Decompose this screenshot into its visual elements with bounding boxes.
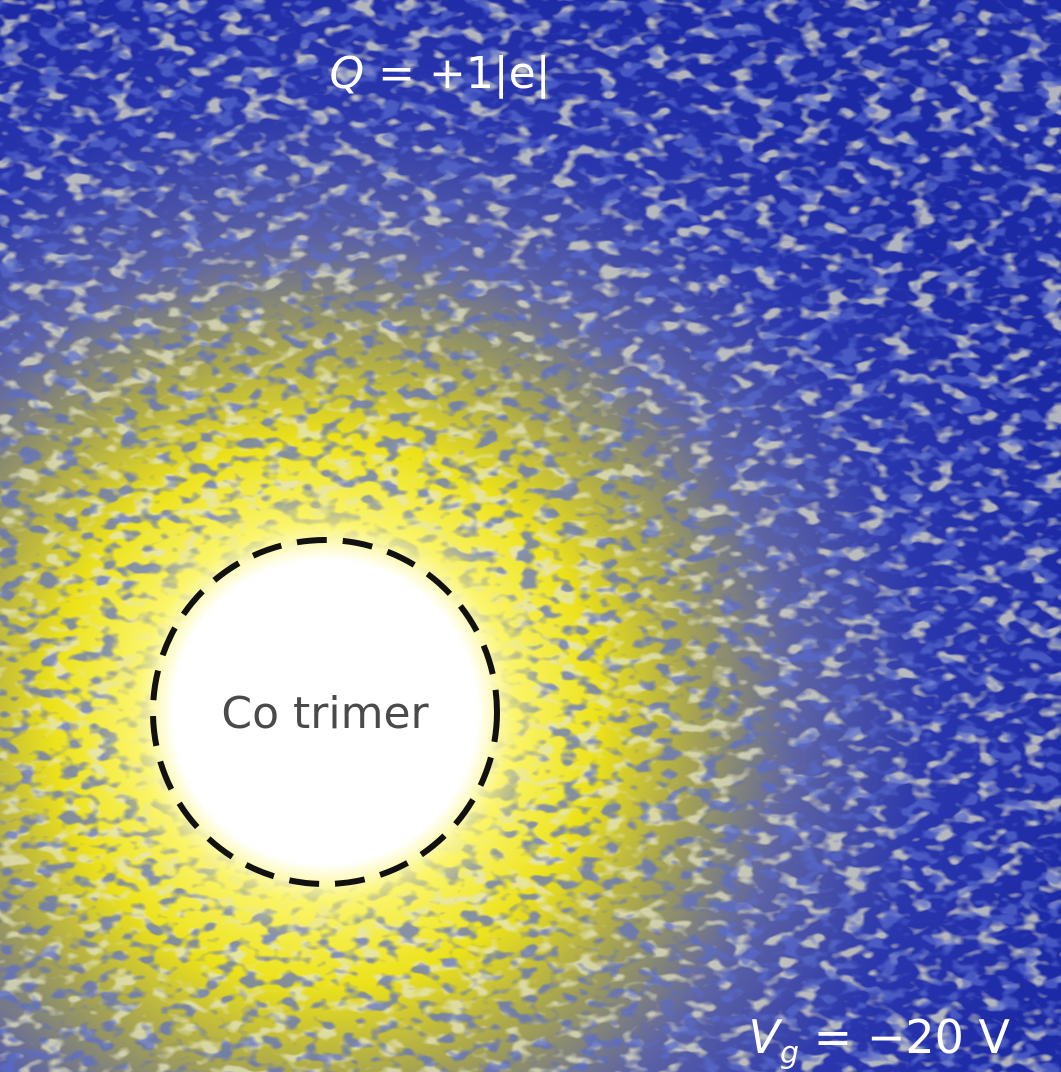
gate-symbol: V xyxy=(749,1010,784,1064)
center-label: Co trimer xyxy=(221,688,429,739)
dark-speckles xyxy=(0,0,1061,1072)
gate-value: = −20 V xyxy=(799,1010,1010,1064)
page: {"image": { "charge_label": {"symbol": "… xyxy=(0,0,1061,1072)
charge-value: = +1|e| xyxy=(364,48,550,99)
stm-map: Q = +1|e| Co trimer Vg = −20 V xyxy=(0,0,1061,1072)
charge-symbol: Q xyxy=(329,48,364,99)
gate-subscript: g xyxy=(780,1036,799,1071)
charge-label: Q = +1|e| xyxy=(329,48,550,99)
noise-texture xyxy=(0,0,1061,1072)
